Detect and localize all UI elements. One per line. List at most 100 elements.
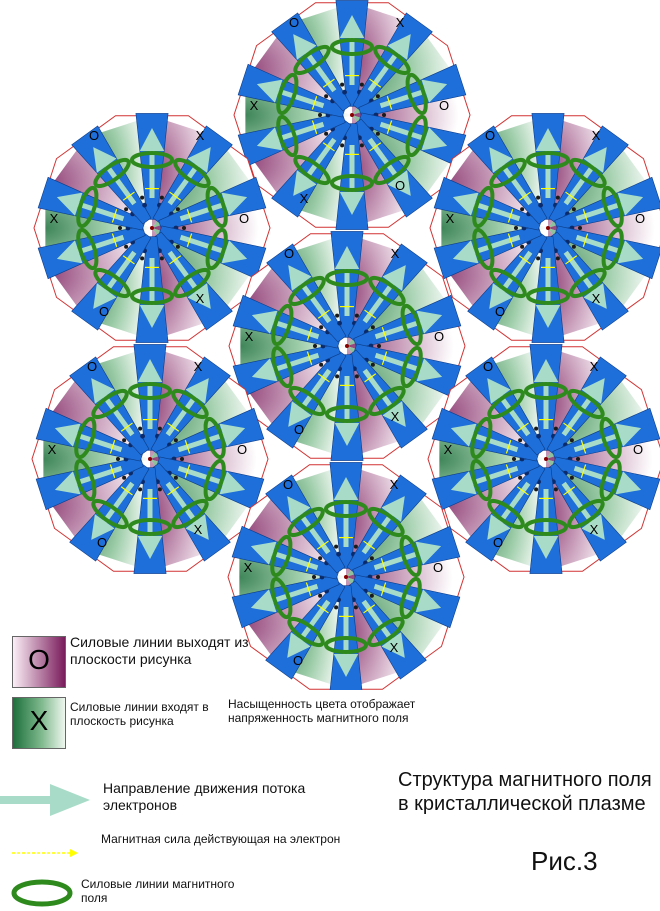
field-sector <box>245 115 352 206</box>
flow-arrow-shaft <box>361 510 396 555</box>
force-marker <box>322 78 335 88</box>
force-marker <box>306 351 313 365</box>
flow-arrow-shaft <box>102 161 137 206</box>
electron-dot <box>182 226 186 230</box>
electron-dot <box>354 313 359 318</box>
field-loop <box>524 382 568 400</box>
electron-dot <box>576 457 580 461</box>
field-loop <box>373 44 411 76</box>
flow-arrow-shaft <box>167 250 202 295</box>
field-loop <box>399 534 422 578</box>
flow-arrow-shaft <box>373 583 423 605</box>
figure-label: Рис.3 <box>531 846 598 876</box>
electron-dot <box>375 94 380 99</box>
electron-dot <box>140 433 145 439</box>
field-loop <box>567 388 605 420</box>
electron-dot <box>336 551 341 557</box>
electron-dot <box>569 438 574 443</box>
electron-dot <box>173 475 178 480</box>
flow-arrow-shaft <box>575 200 625 222</box>
field-direction-label: O <box>493 535 503 550</box>
field-loop <box>526 151 570 169</box>
flow-arrow-head <box>250 541 277 565</box>
field-direction-label: X <box>250 98 259 113</box>
flow-arrow-shaft <box>374 318 424 340</box>
force-marker <box>111 209 118 223</box>
field-loop <box>76 185 99 229</box>
flow-arrow-head <box>416 358 443 382</box>
legend-loop-icon <box>11 879 73 907</box>
electron-dot <box>555 195 560 200</box>
electron-dot <box>340 82 345 87</box>
legend-arrow-text: Направление движения потока электронов <box>103 780 306 813</box>
field-sector <box>240 255 347 346</box>
cell-center <box>345 344 349 348</box>
flow-arrow-head <box>339 192 365 215</box>
electron-dot <box>318 593 323 598</box>
electron-dot <box>369 593 374 598</box>
force-marker <box>109 440 116 454</box>
electron-dot <box>142 202 147 208</box>
force-marker <box>563 486 576 496</box>
flow-arrow-shaft <box>269 549 319 571</box>
field-sector <box>150 368 257 459</box>
crystal-cell: O X X O O X <box>227 462 465 690</box>
field-loop <box>276 114 299 158</box>
field-sector <box>548 228 655 319</box>
flow-arrow-head <box>287 632 311 658</box>
flow-arrow-shaft <box>575 234 625 256</box>
field-direction-label: O <box>485 128 495 143</box>
force-marker <box>363 540 376 550</box>
flow-arrow-head <box>533 359 559 382</box>
force-marker <box>306 327 313 341</box>
force-marker <box>120 422 133 432</box>
electron-dot <box>175 207 180 212</box>
flow-arrow-shaft <box>496 481 531 526</box>
flow-arrow-shaft <box>374 352 424 374</box>
field-direction-label: O <box>633 442 643 457</box>
crystal-cell: O X X O O X <box>427 344 660 574</box>
field-loop <box>271 303 294 347</box>
flow-arrow-shaft <box>297 368 332 413</box>
field-sector <box>546 459 653 550</box>
flow-arrow-head <box>617 192 644 216</box>
force-marker <box>167 486 180 496</box>
field-direction-label: O <box>433 560 443 575</box>
electron-dot <box>370 362 375 367</box>
force-marker <box>316 604 329 614</box>
flow-arrow-head <box>421 127 448 151</box>
field-sector <box>239 486 346 577</box>
force-marker <box>580 440 587 454</box>
field-direction-label: X <box>196 291 205 306</box>
flow-arrow-head <box>91 378 115 404</box>
flow-arrow-shaft <box>270 318 320 340</box>
flow-arrow-shaft <box>177 431 227 453</box>
electron-dot <box>319 362 324 367</box>
electron-dot <box>353 605 358 610</box>
cell-center <box>148 457 152 461</box>
field-loop <box>487 498 525 530</box>
field-sector <box>245 24 352 115</box>
force-marker <box>582 233 589 247</box>
flow-arrow-shaft <box>100 481 135 526</box>
flow-arrow-shaft <box>498 250 533 295</box>
electron-dot <box>578 226 582 230</box>
field-loop <box>270 576 293 620</box>
legend-force-text: Магнитная сила действующая на электрон <box>101 832 341 846</box>
flow-arrow-shaft <box>471 200 521 222</box>
force-marker <box>317 373 330 383</box>
force-marker <box>311 120 318 134</box>
force-marker <box>518 191 531 201</box>
flow-arrow-shaft <box>297 279 332 324</box>
flow-arrow-shaft <box>302 137 337 182</box>
flow-arrow-shaft <box>167 161 202 206</box>
field-sector <box>441 137 548 228</box>
legend-out-text: Силовые линии выходят из плоскости рисун… <box>70 634 249 667</box>
flow-arrow-head <box>387 170 411 196</box>
flow-arrow-shaft <box>75 234 125 256</box>
electron-dot <box>538 202 543 208</box>
flow-arrow-shaft <box>269 583 319 605</box>
field-direction-label: O <box>395 178 405 193</box>
flow-arrow-head <box>219 471 246 495</box>
field-loop <box>205 227 228 271</box>
